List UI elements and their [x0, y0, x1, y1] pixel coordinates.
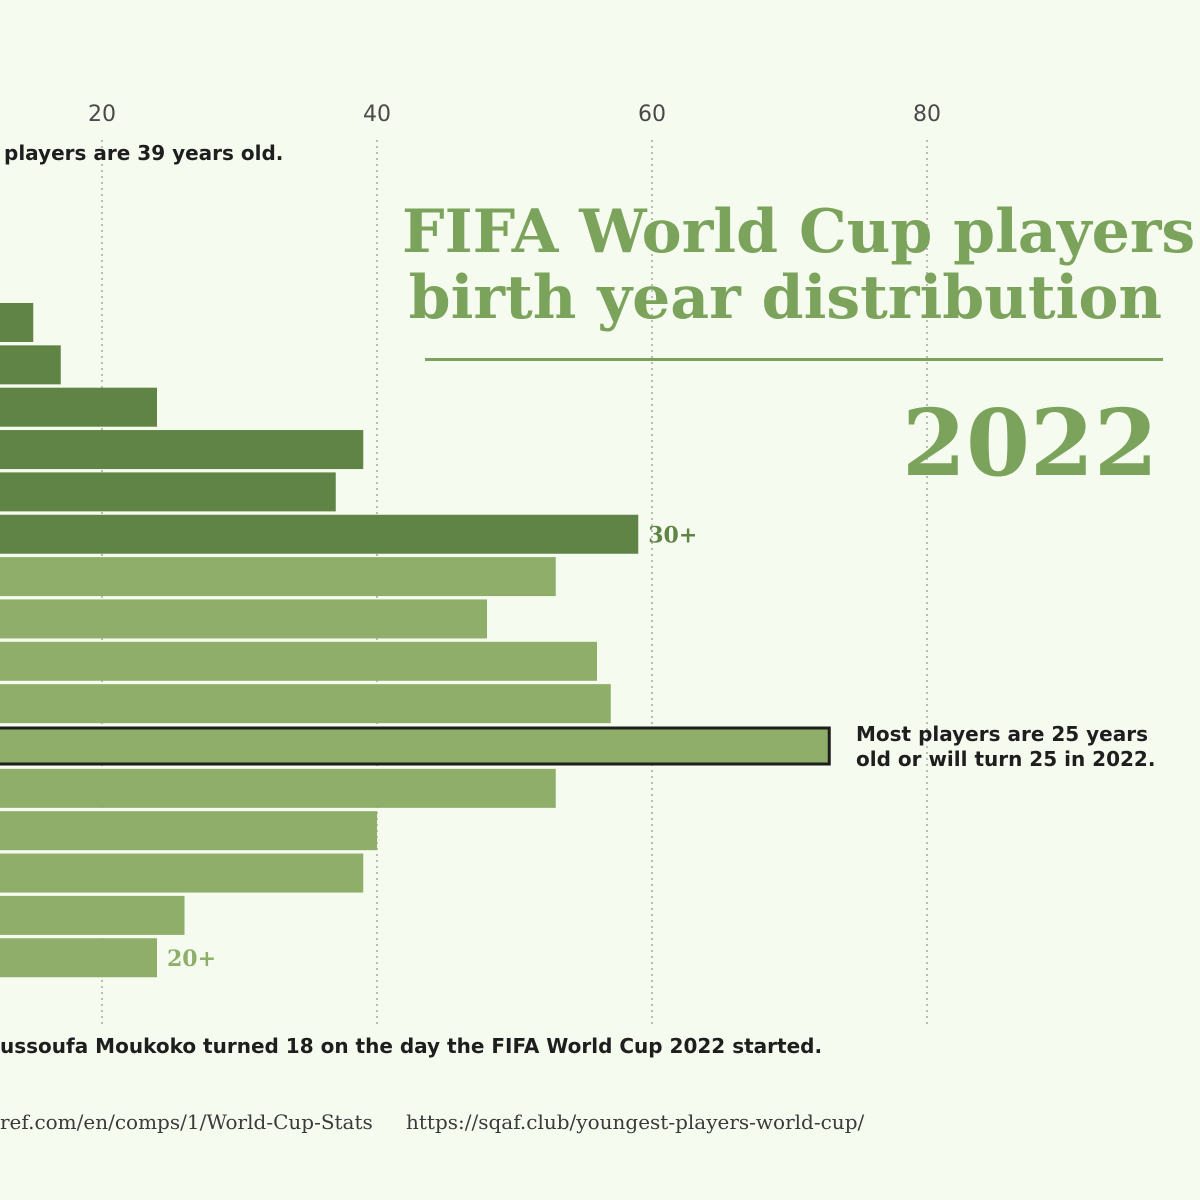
annotation-youngest: ussoufa Moukoko turned 18 on the day the… — [0, 1034, 823, 1058]
bar-8 — [0, 641, 597, 681]
x-tick-label-20: 20 — [88, 102, 116, 127]
bar-6 — [0, 557, 556, 597]
title-divider — [425, 358, 1163, 361]
bar-13 — [0, 853, 364, 893]
x-tick-label-60: 60 — [638, 102, 666, 127]
group-label-20plus: 20+ — [167, 946, 216, 972]
bar-11 — [0, 768, 556, 808]
group-label-30plus: 30+ — [648, 522, 697, 548]
title-line-1: FIFA World Cup players — [402, 197, 1196, 267]
x-tick-label-80: 80 — [913, 102, 941, 127]
bar-1 — [0, 345, 61, 385]
chart-title: FIFA World Cup players birth year distri… — [402, 197, 1196, 340]
source-link-1[interactable]: ref.com/en/comps/1/World-Cup-Stats — [0, 1110, 373, 1134]
annotation-most-line-1: Most players are 25 years — [856, 722, 1149, 746]
bar-highlight-10 — [0, 726, 831, 766]
bar-4 — [0, 472, 336, 512]
bar-12 — [0, 811, 377, 851]
x-tick-label-40: 40 — [363, 102, 391, 127]
bar-7 — [0, 599, 487, 639]
annotation-most-players: Most players are 25 years old or will tu… — [856, 722, 1155, 772]
bar-2 — [0, 387, 157, 427]
title-year: 2022 — [901, 389, 1158, 497]
source-link-2[interactable]: https://sqaf.club/youngest-players-world… — [406, 1110, 865, 1134]
bar-14 — [0, 895, 185, 935]
bar-15 — [0, 938, 157, 978]
bar-9 — [0, 684, 611, 724]
annotation-oldest: players are 39 years old. — [4, 141, 284, 165]
annotation-most-line-2: old or will turn 25 in 2022. — [856, 747, 1156, 771]
bar-0 — [0, 303, 34, 342]
title-line-2: birth year distribution — [408, 263, 1162, 333]
bar-5 — [0, 514, 639, 554]
bar-3 — [0, 430, 364, 470]
